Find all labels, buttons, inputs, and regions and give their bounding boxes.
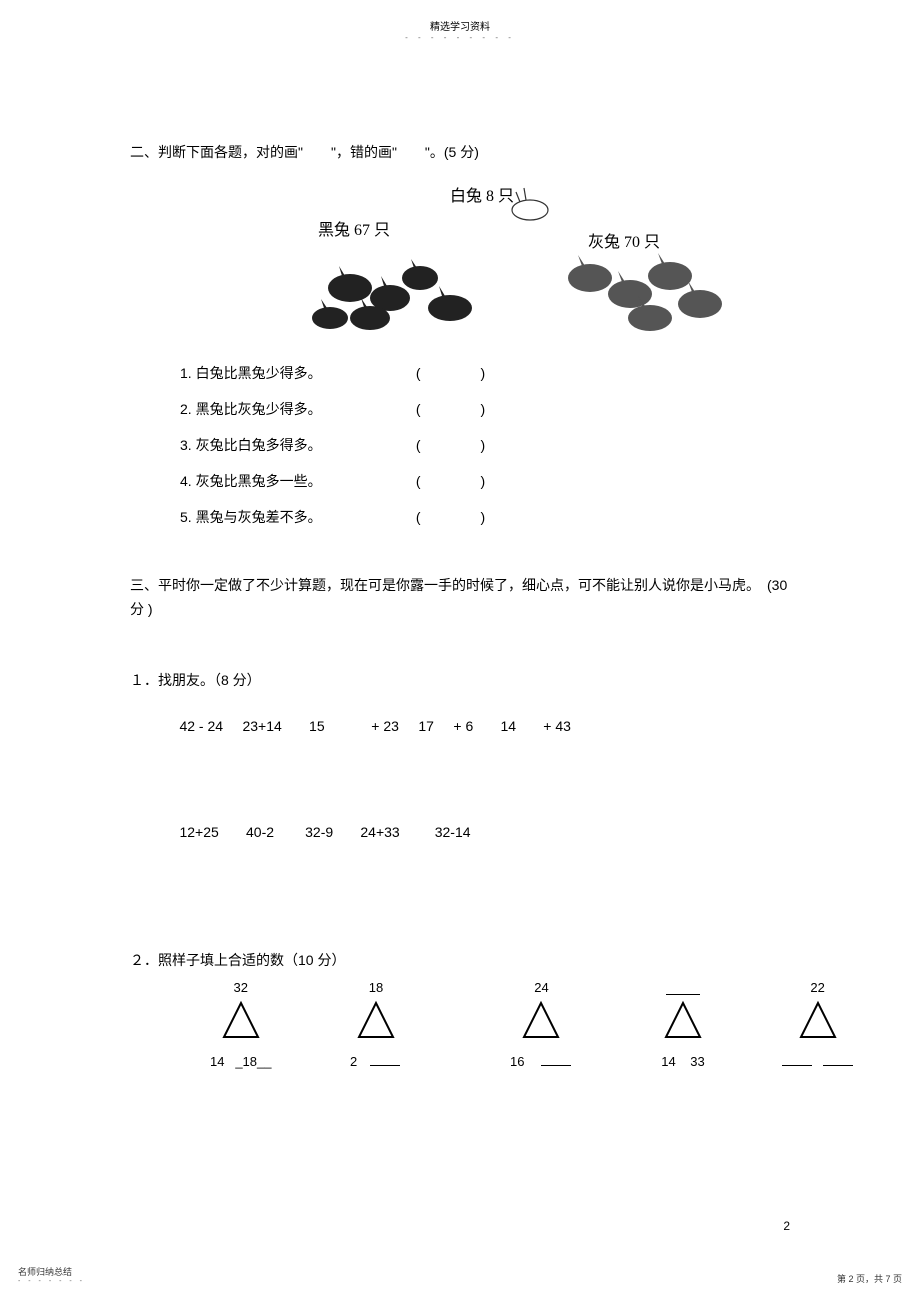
rabbit-illustration: 白兔 8 只 黑兔 67 只 灰兔 70 只 bbox=[220, 178, 760, 342]
triangle-1: 32 14 _18__ bbox=[210, 980, 271, 1069]
find-friends-row1: 42 - 24 23+14 15 + 23 17 + 6 14 + 43 bbox=[160, 718, 790, 734]
q-item-3: 3. 灰兔比白兔多得多。 ( ) bbox=[180, 438, 790, 452]
sub1-title: １．找朋友。（8 分） bbox=[130, 670, 790, 690]
q-item-2: 2. 黑兔比灰兔少得多。 ( ) bbox=[180, 402, 790, 416]
section3-intro: 三、平时你一定做了不少计算题，现在可是你露一手的时候了，细心点，可不能让别人说你… bbox=[130, 574, 790, 622]
answer-blank bbox=[370, 1054, 400, 1066]
page-content: 二、判断下面各题，对的画" "，错的画" "。(5 分) 白兔 8 只 黑兔 6… bbox=[0, 42, 920, 1100]
triangle-5: 22 bbox=[780, 980, 855, 1069]
header-text: 精选学习资料 bbox=[0, 18, 920, 33]
answer-bracket: ( ) bbox=[416, 509, 513, 525]
triangle-3: 24 16 bbox=[510, 980, 573, 1069]
section2-title: 二、判断下面各题，对的画" "，错的画" "。(5 分) bbox=[130, 142, 790, 162]
page-header: 精选学习资料 - - - - - - - - - bbox=[0, 0, 920, 42]
q-item-5: 5. 黑兔与灰兔差不多。 ( ) bbox=[180, 510, 790, 524]
triangle-icon bbox=[353, 999, 399, 1041]
triangle-icon bbox=[218, 999, 264, 1041]
page-number: 2 bbox=[783, 1219, 790, 1233]
triangle-icon bbox=[660, 999, 706, 1041]
answer-bracket: ( ) bbox=[416, 437, 513, 453]
judgement-list: 1. 白兔比黑兔少得多。 ( ) 2. 黑兔比灰兔少得多。 ( ) 3. 灰兔比… bbox=[180, 366, 790, 524]
answer-bracket: ( ) bbox=[416, 365, 513, 381]
sub2-title: ２．照样子填上合适的数（10 分） bbox=[130, 950, 790, 970]
answer-bracket: ( ) bbox=[416, 401, 513, 417]
triangle-2: 18 2 bbox=[350, 980, 402, 1069]
q-item-4: 4. 灰兔比黑兔多一些。 ( ) bbox=[180, 474, 790, 488]
header-dots: - - - - - - - - - bbox=[0, 33, 920, 42]
footer-right: 第 2 页，共 7 页 bbox=[837, 1272, 902, 1285]
footer-left: 名师归纳总结 - - - - - - - bbox=[18, 1265, 85, 1285]
answer-blank bbox=[666, 981, 700, 995]
answer-blank bbox=[782, 1054, 812, 1066]
grey-rabbit-label: 灰兔 70 只 bbox=[588, 228, 660, 252]
answer-bracket: ( ) bbox=[416, 473, 513, 489]
triangle-icon bbox=[518, 999, 564, 1041]
answer-blank bbox=[541, 1054, 571, 1066]
find-friends-row2: 12+25 40-2 32-9 24+33 32-14 bbox=[160, 824, 790, 840]
triangle-icon bbox=[795, 999, 841, 1041]
black-rabbit-label: 黑兔 67 只 bbox=[318, 216, 390, 240]
triangle-row: 32 14 _18__ 18 2 24 16 bbox=[200, 980, 790, 1100]
q-item-1: 1. 白兔比黑兔少得多。 ( ) bbox=[180, 366, 790, 380]
answer-blank bbox=[823, 1054, 853, 1066]
white-rabbit-label: 白兔 8 只 bbox=[450, 182, 514, 206]
triangle-4: 14 33 bbox=[660, 980, 706, 1069]
